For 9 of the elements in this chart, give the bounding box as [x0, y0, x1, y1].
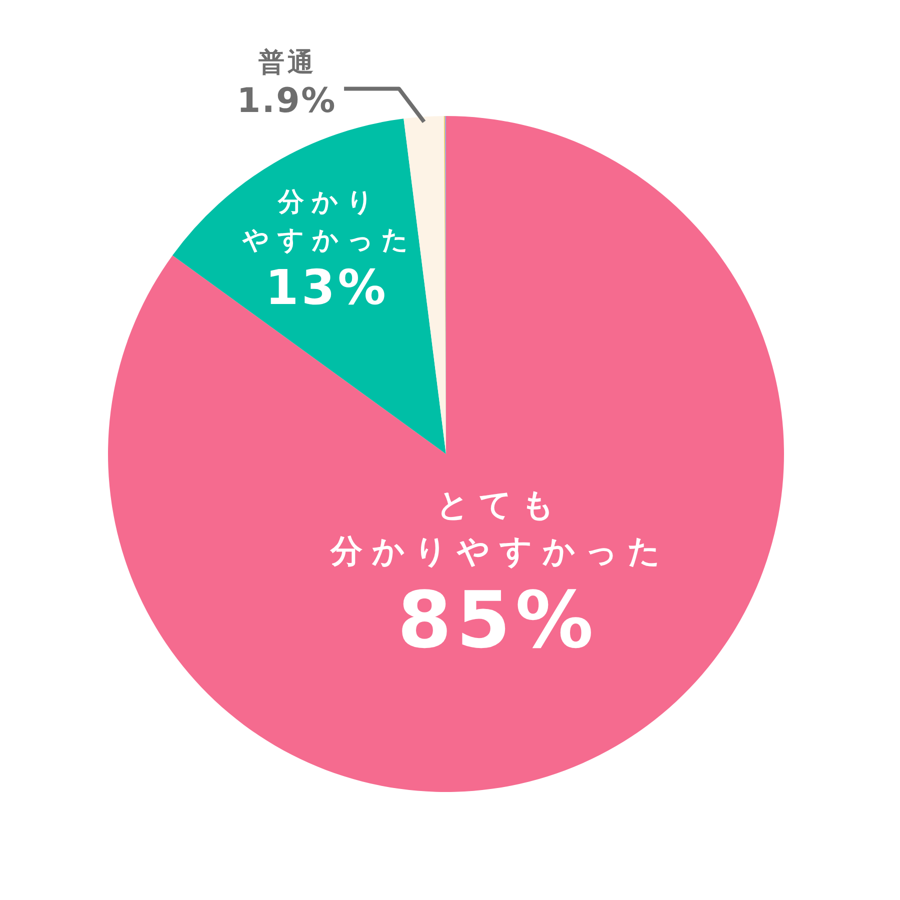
- slice-label: 普通: [258, 47, 316, 78]
- data-label: 1.9%: [236, 80, 337, 121]
- pie-slice: [172, 118, 446, 454]
- pie-slice: [108, 116, 784, 792]
- data-label: 85%: [397, 576, 598, 666]
- pie-slice: [404, 116, 446, 454]
- slice-label: とても分かりやすかった: [329, 485, 670, 570]
- slice-label: 分かりやすかった: [241, 188, 416, 256]
- data-label: 13%: [265, 260, 389, 316]
